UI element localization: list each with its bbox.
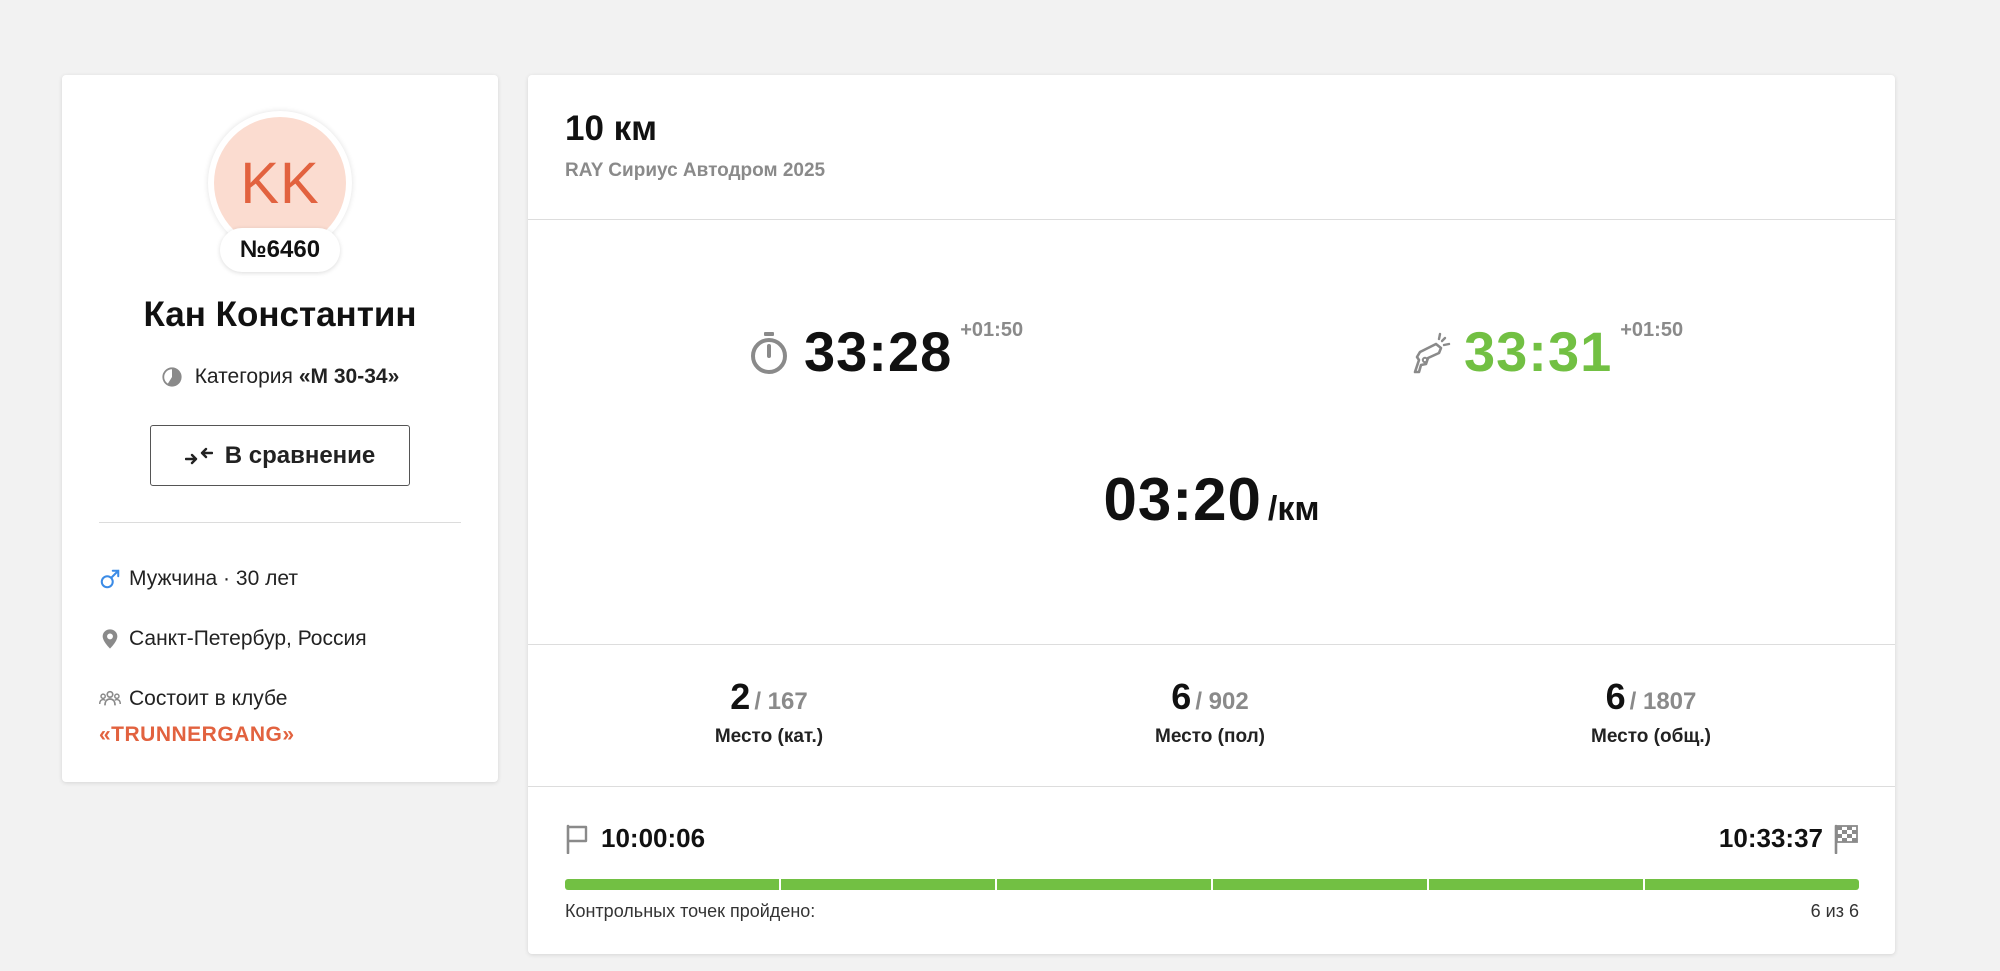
place-total: / 167 — [754, 688, 808, 715]
distance-title: 10 км — [565, 109, 658, 148]
checkpoints-progress-bar — [565, 879, 1859, 890]
start-time-value: 10:00:06 — [601, 823, 706, 853]
gun-time-diff: +01:50 — [1620, 319, 1684, 341]
checkpoints-count: 6 из 6 — [1810, 901, 1859, 921]
category-line: Категория «М 30-34» — [62, 365, 498, 389]
place-total: / 902 — [1195, 688, 1249, 715]
finish-time-value: 10:33:37 — [1718, 823, 1823, 853]
avatar: KK — [214, 117, 346, 249]
club-row: Состоит в клубе — [99, 687, 287, 711]
stopwatch-icon — [751, 332, 787, 374]
checkpoint-segment — [781, 879, 995, 890]
city-text: Санкт-Петербур, Россия — [129, 627, 367, 650]
pace-unit: /км — [1267, 490, 1320, 528]
checkpoint-segment — [565, 879, 779, 890]
group-icon — [99, 690, 121, 706]
gun-time-value: 33:31 — [1464, 320, 1613, 383]
start-flag-icon — [566, 824, 588, 854]
pie-chart-icon — [162, 367, 182, 387]
place-rank: 6 — [1171, 676, 1192, 717]
gun-time-block: 33:31 +01:50 — [1406, 317, 1683, 387]
compare-button-label: В сравнение — [224, 441, 376, 469]
athlete-name: Кан Константин — [143, 295, 417, 334]
checkpoint-segment — [1429, 879, 1643, 890]
start-time: 10:00:06 — [565, 823, 705, 854]
place-label: Место (кат.) — [714, 726, 824, 747]
checkpoint-segment — [1645, 879, 1859, 890]
net-time-block: 33:28 +01:50 — [746, 317, 1023, 387]
male-icon — [100, 569, 120, 589]
club-link[interactable]: «TRUNNERGANG» — [99, 723, 295, 746]
header-divider — [528, 219, 1895, 220]
starter-pistol-icon — [1413, 332, 1451, 374]
place-overall: 6/ 1807 Место (общ.) — [1501, 676, 1801, 748]
club-label: Состоит в клубе — [129, 687, 288, 710]
place-total: / 1807 — [1629, 688, 1697, 715]
category-label: Категория — [194, 365, 293, 388]
event-name: RAY Сириус Автодром 2025 — [565, 160, 826, 181]
place-label: Место (пол) — [1155, 726, 1265, 747]
checkpoint-segment — [997, 879, 1211, 890]
places-divider — [528, 786, 1895, 787]
city-row: Санкт-Петербур, Россия — [99, 627, 367, 651]
place-rank: 2 — [730, 676, 751, 717]
place-rank: 6 — [1605, 676, 1626, 717]
checkpoints-label: Контрольных точек пройдено: — [565, 901, 816, 921]
profile-divider — [99, 522, 461, 523]
finish-time: 10:33:37 — [1719, 823, 1859, 854]
pace-block: 03:20/км — [528, 465, 1895, 534]
compare-arrows-icon — [184, 447, 213, 464]
gender-age-row: Мужчина · 30 лет — [99, 567, 298, 591]
race-result-card: 10 км RAY Сириус Автодром 2025 33:28 +01… — [528, 75, 1895, 954]
athlete-profile-card: KK №6460 Кан Константин Категория «М 30-… — [62, 75, 498, 782]
finish-flag-icon — [1834, 824, 1858, 854]
checkpoint-segment — [1213, 879, 1427, 890]
add-to-compare-button[interactable]: В сравнение — [150, 425, 410, 486]
place-gender: 6/ 902 Место (пол) — [1060, 676, 1360, 748]
gender-age-text: Мужчина · 30 лет — [129, 567, 298, 590]
times-divider — [528, 644, 1895, 645]
net-time-diff: +01:50 — [960, 319, 1024, 341]
location-pin-icon — [102, 629, 118, 649]
place-category: 2/ 167 Место (кат.) — [619, 676, 919, 748]
pace-value: 03:20 — [1103, 466, 1262, 533]
place-label: Место (общ.) — [1591, 726, 1711, 747]
net-time-value: 33:28 — [804, 320, 953, 383]
category-value: «М 30-34» — [298, 365, 400, 388]
bib-number-badge: №6460 — [220, 228, 340, 272]
